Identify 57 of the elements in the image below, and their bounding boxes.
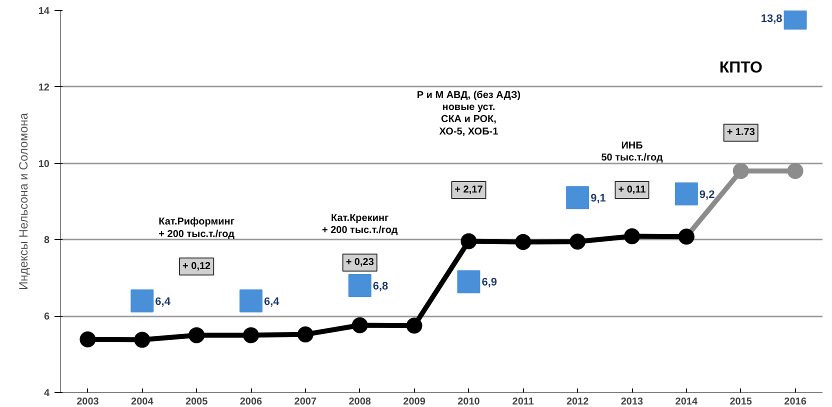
point <box>457 270 480 294</box>
x-tick-label: 2005 <box>185 396 208 407</box>
data-label: 9,1 <box>590 192 606 205</box>
y-tick-label: 12 <box>38 82 50 94</box>
point <box>348 274 372 298</box>
y-tick-label: 14 <box>38 6 50 17</box>
x-tick-label: 2010 <box>458 396 480 407</box>
data-label: 6,4 <box>155 296 172 308</box>
y-tick-label: 6 <box>44 312 50 323</box>
y-tick-label: 10 <box>38 158 50 170</box>
point <box>624 228 640 244</box>
point <box>732 162 749 179</box>
data-label: 6,8 <box>372 280 388 293</box>
point <box>240 289 262 312</box>
x-tick-label: 2011 <box>512 396 534 407</box>
x-tick-label: 2008 <box>348 396 372 407</box>
annotation: + 0,11 <box>618 184 646 196</box>
data-label: 13,8 <box>760 13 782 26</box>
point <box>188 327 205 344</box>
point <box>570 234 586 250</box>
point <box>460 233 477 250</box>
annotation: + 0,12 <box>182 260 212 272</box>
annotation: Кат.Риформинг + 200 тыс.т./год <box>158 216 236 240</box>
point <box>134 332 150 348</box>
data-label: 9,2 <box>699 188 715 201</box>
annotation: Р и М АВД, (без АДЗ) новые уст. СКА и РОК, ХО-5, ХОБ-1 <box>416 90 521 138</box>
x-tick-label: 2004 <box>131 396 154 407</box>
x-tick-label: 2015 <box>730 396 752 407</box>
x-tick-label: 2007 <box>294 396 317 407</box>
annotation: + 2,17 <box>454 184 484 196</box>
x-tick-label: 2006 <box>240 396 263 407</box>
point <box>297 326 314 342</box>
point <box>130 289 154 312</box>
y-axis-title: Индексы Нельсона и Соломона <box>16 112 30 290</box>
point <box>566 186 590 210</box>
annotation: ИНБ 50 тыс.т./год <box>601 140 664 164</box>
annotation: Кат.Крекинг + 200 тыс.т./год <box>322 212 398 236</box>
x-tick-label: 2009 <box>403 396 426 407</box>
point <box>243 327 259 344</box>
point <box>674 182 698 206</box>
y-tick-label: 8 <box>44 235 50 246</box>
annotation: + 1.73 <box>726 127 756 138</box>
x-tick-label: 2016 <box>784 396 807 407</box>
x-tick-label: 2003 <box>76 396 100 407</box>
annotation: КПТО <box>719 59 762 76</box>
point <box>406 318 422 334</box>
point <box>80 331 96 348</box>
point <box>515 234 532 250</box>
point <box>787 162 804 179</box>
x-tick-label: 2014 <box>675 396 698 407</box>
x-tick-label: 2013 <box>620 396 644 407</box>
x-tick-label: 2012 <box>566 396 590 407</box>
data-label: 6,9 <box>482 276 498 289</box>
annotation: + 0,23 <box>346 257 374 268</box>
point <box>352 317 368 334</box>
y-tick-label: 4 <box>44 388 50 399</box>
data-label: 6,4 <box>264 296 280 308</box>
